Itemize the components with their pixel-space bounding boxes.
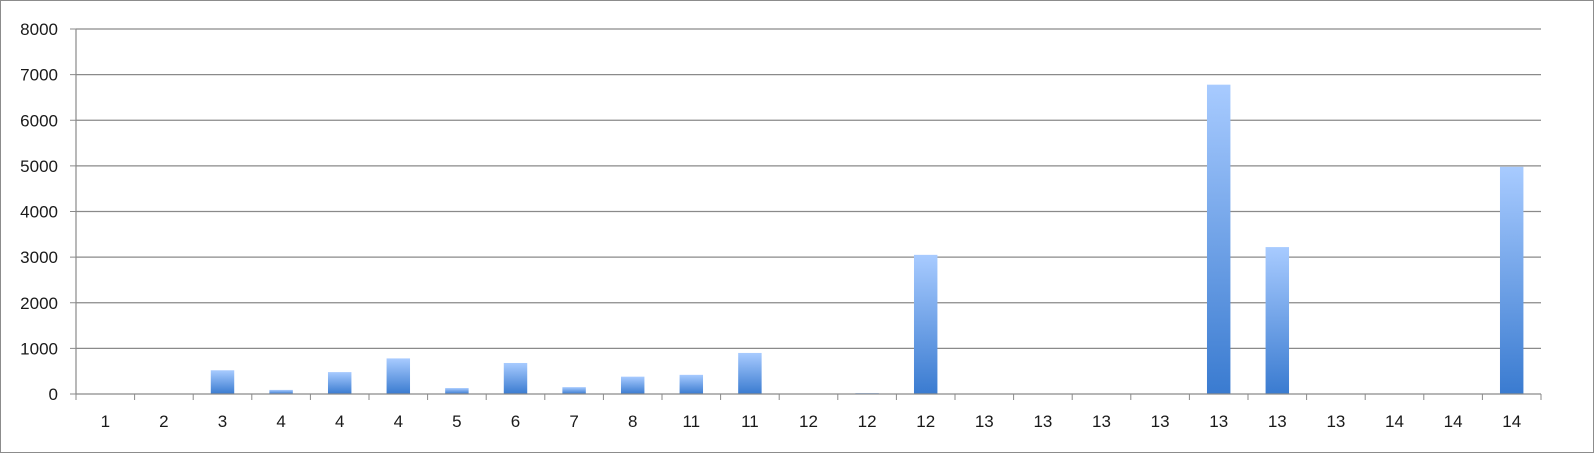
x-tick-label: 14 bbox=[1444, 412, 1463, 431]
x-tick-label: 13 bbox=[1092, 412, 1111, 431]
y-tick-label: 7000 bbox=[20, 66, 58, 85]
x-tick-label: 13 bbox=[1033, 412, 1052, 431]
bar bbox=[269, 389, 293, 394]
x-tick-label: 2 bbox=[159, 412, 168, 431]
x-axis-tick-labels: 1 2 3 4 4 4 5 6 7 8 11 11 12 12 12 13 13 13 13 13 13 13 14 14 14 bbox=[101, 412, 1522, 431]
bars bbox=[210, 84, 1524, 394]
bar bbox=[620, 376, 645, 394]
x-tick-label: 6 bbox=[511, 412, 520, 431]
x-tick-label: 13 bbox=[1326, 412, 1345, 431]
bar bbox=[679, 374, 704, 394]
bar bbox=[1265, 247, 1290, 394]
bar bbox=[503, 362, 528, 394]
y-axis-tick-labels: 0 1000 2000 3000 4000 5000 6000 7000 8000 bbox=[20, 20, 58, 404]
x-tick-label: 3 bbox=[218, 412, 227, 431]
x-tick-label: 13 bbox=[1151, 412, 1170, 431]
y-tick-label: 5000 bbox=[20, 157, 58, 176]
x-tick-label: 14 bbox=[1502, 412, 1521, 431]
x-tick-label: 4 bbox=[335, 412, 344, 431]
y-tick-label: 6000 bbox=[20, 111, 58, 130]
y-tick-label: 4000 bbox=[20, 203, 58, 222]
x-tick-label: 12 bbox=[916, 412, 935, 431]
axes bbox=[70, 28, 1542, 400]
x-tick-label: 12 bbox=[858, 412, 877, 431]
bar bbox=[1499, 166, 1524, 394]
x-tick-label: 13 bbox=[1268, 412, 1287, 431]
y-tick-label: 3000 bbox=[20, 248, 58, 267]
bar bbox=[738, 352, 762, 394]
x-tick-label: 5 bbox=[452, 412, 461, 431]
y-tick-label: 2000 bbox=[20, 294, 58, 313]
y-tick-label: 8000 bbox=[20, 20, 58, 39]
bar bbox=[386, 358, 411, 394]
x-tick-label: 11 bbox=[682, 412, 700, 431]
x-tick-label: 1 bbox=[101, 412, 110, 431]
x-tick-label: 13 bbox=[1209, 412, 1228, 431]
x-tick-label: 13 bbox=[975, 412, 994, 431]
bar bbox=[562, 387, 586, 394]
y-tick-label: 0 bbox=[49, 385, 58, 404]
bar bbox=[210, 370, 235, 394]
x-tick-label: 4 bbox=[394, 412, 403, 431]
x-tick-label: 12 bbox=[799, 412, 818, 431]
y-tick-label: 1000 bbox=[20, 339, 58, 358]
gridlines bbox=[76, 28, 1541, 349]
bar bbox=[1206, 84, 1231, 394]
x-tick-label: 14 bbox=[1385, 412, 1404, 431]
x-tick-label: 7 bbox=[569, 412, 578, 431]
x-tick-label: 8 bbox=[628, 412, 637, 431]
x-tick-label: 4 bbox=[276, 412, 285, 431]
x-tick-label: 11 bbox=[741, 412, 759, 431]
bar bbox=[445, 388, 469, 394]
bar bbox=[913, 254, 938, 394]
bar bbox=[327, 372, 352, 394]
